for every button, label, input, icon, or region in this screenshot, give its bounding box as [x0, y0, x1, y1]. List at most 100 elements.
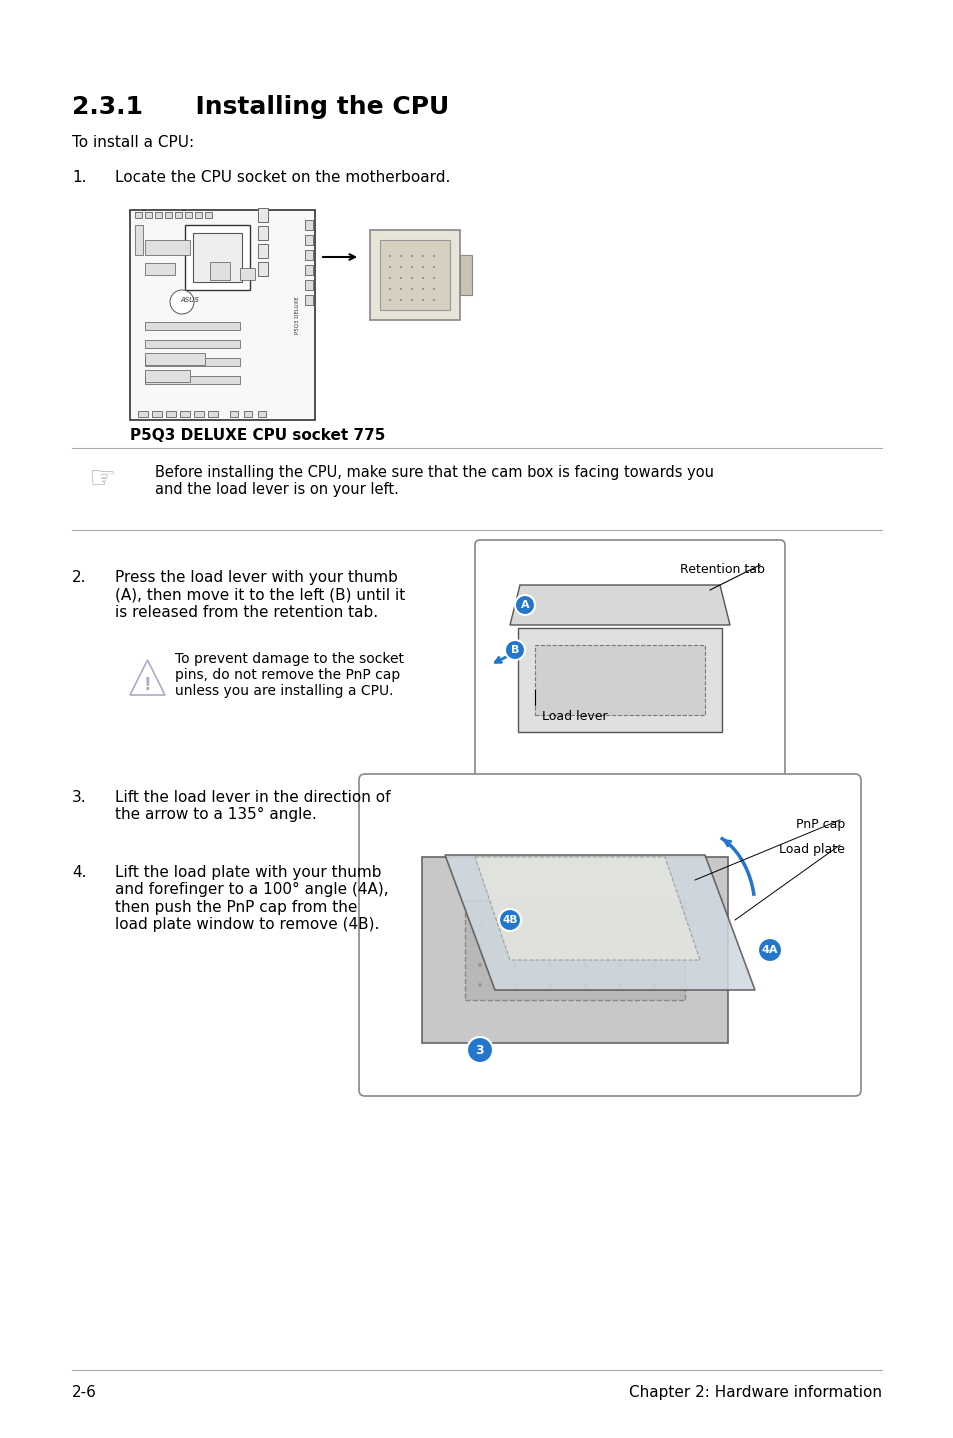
Circle shape: [389, 288, 391, 290]
Bar: [138, 411, 148, 417]
Bar: [305, 250, 313, 260]
Bar: [379, 240, 450, 311]
Text: P5Q3 DELUXE: P5Q3 DELUXE: [294, 296, 299, 334]
Text: ASUS: ASUS: [180, 298, 199, 303]
Circle shape: [170, 290, 193, 313]
FancyBboxPatch shape: [475, 541, 784, 779]
Circle shape: [477, 923, 481, 928]
Circle shape: [399, 299, 401, 301]
Text: Press the load lever with your thumb
(A), then move it to the left (B) until it
: Press the load lever with your thumb (A)…: [115, 569, 405, 620]
Circle shape: [618, 984, 621, 986]
Polygon shape: [510, 585, 729, 626]
Circle shape: [547, 984, 552, 986]
Bar: [145, 375, 240, 384]
Bar: [152, 411, 162, 417]
Circle shape: [513, 923, 517, 928]
Circle shape: [547, 903, 552, 907]
Bar: [145, 240, 190, 255]
Circle shape: [515, 595, 535, 615]
Circle shape: [513, 963, 517, 966]
Polygon shape: [444, 856, 754, 989]
Circle shape: [504, 640, 524, 660]
Text: Lift the load lever in the direction of
the arrow to a 135° angle.: Lift the load lever in the direction of …: [115, 789, 390, 823]
Circle shape: [477, 943, 481, 948]
Bar: [193, 411, 204, 417]
Circle shape: [411, 278, 413, 279]
Circle shape: [399, 288, 401, 290]
FancyBboxPatch shape: [370, 230, 459, 321]
Bar: [210, 262, 230, 280]
Text: Load plate: Load plate: [779, 843, 844, 856]
Circle shape: [433, 288, 435, 290]
Text: 4B: 4B: [502, 915, 517, 925]
Text: Before installing the CPU, make sure that the cam box is facing towards you
and : Before installing the CPU, make sure tha…: [154, 464, 713, 498]
Circle shape: [582, 943, 586, 948]
Circle shape: [411, 266, 413, 267]
Bar: [145, 358, 240, 367]
Circle shape: [433, 299, 435, 301]
Bar: [205, 211, 212, 219]
Circle shape: [498, 909, 520, 930]
Bar: [230, 411, 237, 417]
Circle shape: [433, 278, 435, 279]
Text: 1.: 1.: [71, 170, 87, 186]
Text: P5Q3 DELUXE CPU socket 775: P5Q3 DELUXE CPU socket 775: [130, 429, 385, 443]
Circle shape: [421, 278, 423, 279]
Circle shape: [399, 255, 401, 257]
Text: 2.: 2.: [71, 569, 87, 585]
Polygon shape: [475, 857, 700, 961]
Circle shape: [618, 963, 621, 966]
Text: PnP cap: PnP cap: [795, 818, 844, 831]
Bar: [145, 211, 152, 219]
Bar: [185, 224, 250, 290]
Bar: [240, 267, 254, 280]
Text: To prevent damage to the socket
pins, do not remove the PnP cap
unless you are i: To prevent damage to the socket pins, do…: [174, 651, 403, 699]
Bar: [305, 265, 313, 275]
Circle shape: [582, 923, 586, 928]
Bar: [135, 211, 142, 219]
Text: ☞: ☞: [88, 464, 115, 495]
Bar: [257, 411, 266, 417]
Circle shape: [582, 963, 586, 966]
Circle shape: [582, 984, 586, 986]
Text: 3.: 3.: [71, 789, 87, 805]
Circle shape: [652, 943, 657, 948]
Text: 4.: 4.: [71, 866, 87, 880]
Circle shape: [411, 255, 413, 257]
FancyBboxPatch shape: [421, 857, 727, 1043]
Bar: [305, 234, 313, 244]
Circle shape: [652, 984, 657, 986]
Circle shape: [477, 963, 481, 966]
Circle shape: [513, 943, 517, 948]
Bar: [305, 295, 313, 305]
Bar: [165, 211, 172, 219]
Circle shape: [399, 266, 401, 267]
Circle shape: [389, 278, 391, 279]
Circle shape: [421, 288, 423, 290]
Text: Chapter 2: Hardware information: Chapter 2: Hardware information: [628, 1385, 882, 1401]
Bar: [166, 411, 175, 417]
Bar: [145, 370, 190, 383]
Bar: [257, 244, 268, 257]
Circle shape: [421, 255, 423, 257]
Bar: [180, 411, 190, 417]
Circle shape: [618, 923, 621, 928]
Text: 3: 3: [476, 1044, 484, 1057]
Text: 4A: 4A: [760, 945, 778, 955]
Circle shape: [421, 299, 423, 301]
Circle shape: [389, 299, 391, 301]
Circle shape: [411, 299, 413, 301]
Circle shape: [467, 1037, 493, 1063]
Text: Load lever: Load lever: [541, 710, 607, 723]
Circle shape: [547, 943, 552, 948]
Circle shape: [618, 943, 621, 948]
Circle shape: [758, 938, 781, 962]
Bar: [257, 209, 268, 221]
Circle shape: [389, 255, 391, 257]
Bar: [194, 211, 202, 219]
Bar: [154, 211, 162, 219]
Text: Retention tab: Retention tab: [679, 564, 764, 577]
Circle shape: [582, 903, 586, 907]
Bar: [257, 226, 268, 240]
Text: 2-6: 2-6: [71, 1385, 97, 1401]
